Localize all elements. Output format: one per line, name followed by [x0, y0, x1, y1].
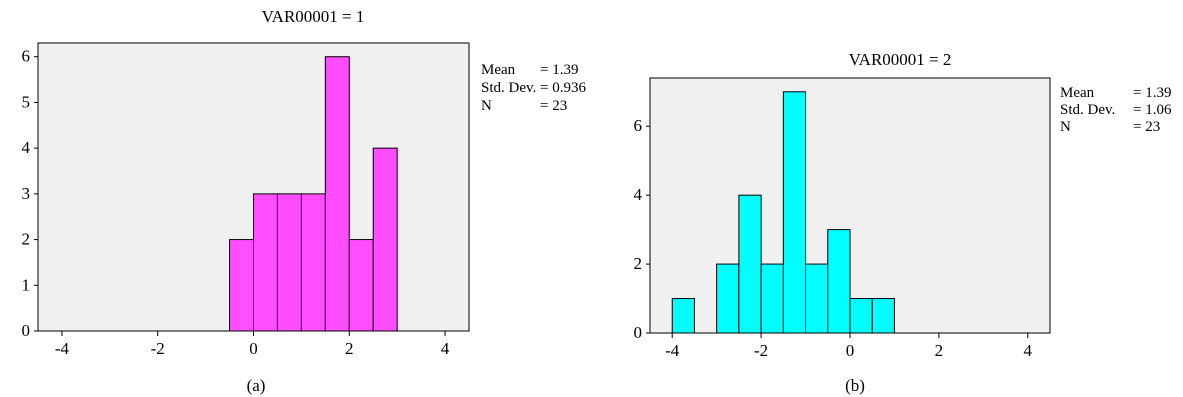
x-tick-label: -2: [754, 341, 768, 360]
stats-value: = 0.936: [540, 80, 586, 96]
stats-value: = 1.39: [540, 62, 578, 78]
x-tick-label: 0: [249, 339, 258, 358]
chart-1: -4 -2 0 2 4 0 1 2 3 4 5 6 VAR00001 = 1 (a) Mean = 1.39S…: [22, 7, 587, 395]
stats-value: = 23: [1133, 119, 1160, 135]
histogram-bar: [760, 263, 784, 334]
histogram-bar: [716, 263, 740, 334]
histogram-bar: [782, 91, 807, 334]
y-tick-label: 2: [634, 254, 643, 273]
x-tick-label: 4: [441, 339, 450, 358]
histogram-bar: [827, 229, 851, 334]
stats-label: Mean: [1060, 85, 1095, 101]
x-tick-label: -4: [665, 341, 680, 360]
y-tick-label: 2: [22, 230, 31, 249]
histogram-bar: [671, 298, 695, 334]
chart-2: -4 -2 0 2 4 0 2 4 6 VAR00001 = 2 (b) Mean = 1.39 Std.…: [634, 50, 1172, 395]
x-tick-label: 2: [345, 339, 354, 358]
stats-value: = 23: [540, 98, 567, 114]
y-tick-label: 4: [634, 185, 643, 204]
histogram-bar: [871, 298, 895, 334]
chart-title: VAR00001 = 1: [262, 7, 365, 26]
x-tick-label: 2: [935, 341, 944, 360]
histogram-bar: [300, 193, 326, 332]
x-tick-label: 4: [1024, 341, 1033, 360]
y-tick-label: 5: [22, 92, 31, 111]
histogram-bar: [372, 147, 398, 332]
stats-label: Std. Dev.: [481, 80, 536, 96]
stats-label: N: [1060, 119, 1071, 135]
histogram-bar: [738, 194, 762, 334]
y-tick-label: 3: [22, 184, 31, 203]
y-tick-label: 6: [22, 47, 31, 66]
stats-label: Std. Dev.: [1060, 102, 1115, 118]
histogram-bar: [253, 193, 278, 332]
y-tick-label: 6: [634, 116, 643, 135]
histogram-bar: [805, 263, 829, 334]
x-tick-label: -2: [151, 339, 165, 358]
histogram-bar: [229, 239, 255, 332]
stats-value: = 1.39: [1133, 85, 1171, 101]
stats-value: = 1.06: [1133, 102, 1172, 118]
x-tick-label: -4: [55, 339, 70, 358]
histogram-bar: [324, 56, 350, 332]
histogram-bar: [849, 298, 873, 334]
histogram-bar: [348, 239, 374, 332]
x-tick-label: 0: [846, 341, 855, 360]
chart-caption: (a): [247, 376, 266, 395]
stats-label: N: [481, 98, 492, 114]
y-tick-label: 0: [634, 323, 643, 342]
chart-title: VAR00001 = 2: [849, 50, 952, 69]
stats-label: Mean: [481, 62, 516, 78]
y-tick-label: 1: [22, 275, 31, 294]
y-tick-label: 4: [22, 138, 31, 157]
y-tick-label: 0: [22, 321, 31, 340]
histogram-bar: [276, 193, 302, 332]
chart-caption: (b): [845, 376, 865, 395]
